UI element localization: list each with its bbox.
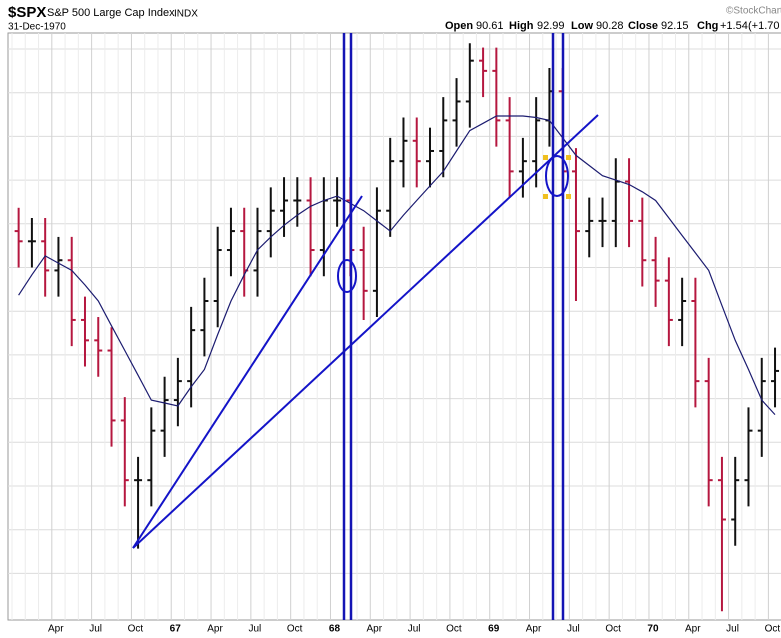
x-tick-label: Oct bbox=[128, 624, 144, 635]
x-tick-label: Jul bbox=[89, 624, 102, 635]
x-tick-label: 70 bbox=[647, 624, 659, 635]
annotations bbox=[132, 33, 599, 620]
ellipse bbox=[545, 155, 569, 197]
moving-average bbox=[18, 115, 776, 416]
quote-value: (+1.70 bbox=[748, 20, 780, 32]
quote-label: Low bbox=[571, 20, 593, 32]
trend-line bbox=[132, 114, 599, 549]
ellipse bbox=[337, 259, 357, 293]
quote-value: 92.15 bbox=[661, 20, 689, 32]
quote-value: 92.99 bbox=[537, 20, 565, 32]
x-tick-label: Oct bbox=[765, 624, 781, 635]
handle bbox=[566, 194, 571, 199]
x-tick-label: Jul bbox=[408, 624, 421, 635]
x-tick-label: Oct bbox=[605, 624, 621, 635]
handle bbox=[543, 155, 548, 160]
watermark: ©StockCharts bbox=[726, 6, 781, 17]
quote-value: 90.61 bbox=[476, 20, 504, 32]
x-tick-label: Apr bbox=[526, 624, 542, 635]
quote-value: +1.54 bbox=[720, 20, 748, 32]
x-tick-label: Jul bbox=[567, 624, 580, 635]
quote-value: 90.28 bbox=[596, 20, 624, 32]
quote-label: Close bbox=[628, 20, 658, 32]
handle bbox=[543, 194, 548, 199]
date: 31-Dec-1970 bbox=[8, 22, 66, 33]
x-tick-label: Jul bbox=[248, 624, 261, 635]
x-tick-label: Apr bbox=[367, 624, 383, 635]
exchange: INDX bbox=[174, 9, 198, 20]
x-tick-label: 69 bbox=[488, 624, 500, 635]
quote-label: Chg bbox=[697, 20, 718, 32]
grid bbox=[8, 33, 781, 620]
quote-label: Open bbox=[445, 20, 473, 32]
x-tick-label: Apr bbox=[207, 624, 223, 635]
x-tick-label: Oct bbox=[287, 624, 303, 635]
x-tick-label: Apr bbox=[685, 624, 701, 635]
handle bbox=[566, 155, 571, 160]
subtitle: S&P 500 Large Cap Index bbox=[47, 7, 175, 19]
quote-label: High bbox=[509, 20, 534, 32]
x-tick-label: Apr bbox=[48, 624, 64, 635]
plot-frame bbox=[7, 32, 781, 621]
x-tick-label: Jul bbox=[726, 624, 739, 635]
trend-line bbox=[132, 195, 363, 549]
x-tick-label: 68 bbox=[329, 624, 341, 635]
x-tick-label: 67 bbox=[170, 624, 182, 635]
symbol: $SPX bbox=[8, 4, 46, 21]
x-tick-label: Oct bbox=[446, 624, 462, 635]
